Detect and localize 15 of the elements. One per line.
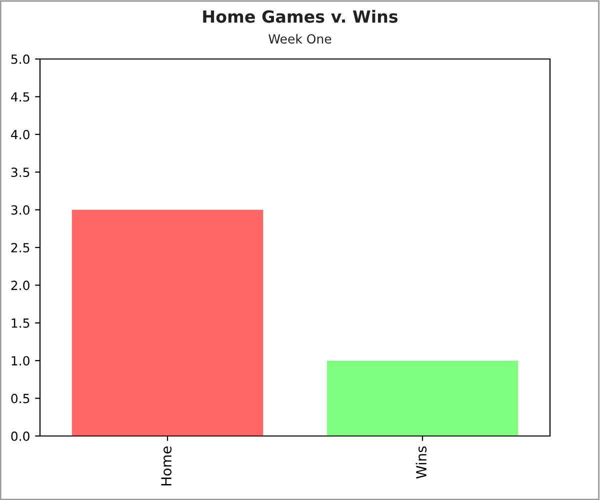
chart-subtitle: Week One bbox=[268, 34, 332, 44]
x-tick-label: Home bbox=[161, 446, 172, 486]
y-tick-label: 4.0 bbox=[11, 130, 30, 140]
y-tick-label: 2.5 bbox=[11, 242, 30, 252]
chart-title: Home Games v. Wins bbox=[203, 10, 398, 23]
y-tick-label: 0.5 bbox=[11, 394, 30, 404]
y-tick-label: 4.5 bbox=[11, 92, 30, 102]
y-tick-label: 0.0 bbox=[11, 431, 30, 441]
y-tick-label: 5.0 bbox=[11, 54, 30, 64]
x-tick-label: Wins bbox=[416, 446, 427, 479]
y-tick-label: 1.5 bbox=[12, 318, 30, 328]
y-tick-label: 2.0 bbox=[11, 280, 30, 290]
y-tick-label: 3.5 bbox=[11, 168, 30, 178]
y-tick-label: 3.0 bbox=[11, 205, 30, 215]
y-tick-label: 1.0 bbox=[12, 356, 30, 366]
